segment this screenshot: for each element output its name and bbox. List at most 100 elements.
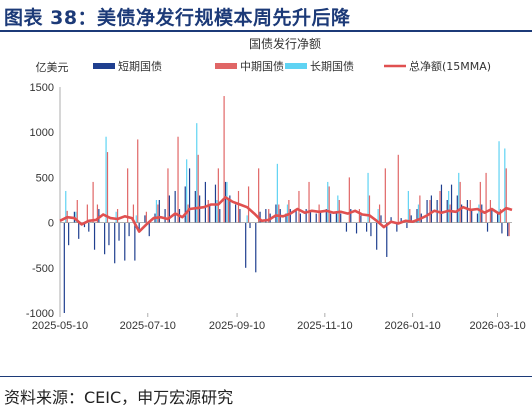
- mid-term-bar: [485, 172, 487, 223]
- long-term-bar: [105, 136, 107, 223]
- short-term-bar: [491, 209, 493, 223]
- mid-term-bar: [92, 181, 94, 223]
- short-term-bar: [188, 168, 191, 223]
- mid-term-bar: [439, 190, 441, 223]
- long-term-bar: [196, 123, 198, 223]
- short-term-bar: [380, 215, 382, 223]
- long-term-bar: [246, 215, 248, 223]
- long-term-bar: [498, 141, 500, 223]
- short-term-bar: [330, 213, 332, 223]
- short-term-bar: [386, 222, 388, 257]
- mid-term-bar: [278, 204, 280, 223]
- short-term-bar: [219, 209, 221, 223]
- short-term-bar: [370, 222, 372, 237]
- short-term-bar: [335, 211, 337, 223]
- mid-term-bar: [96, 204, 99, 223]
- long-term-bar: [377, 209, 379, 223]
- short-term-bar: [265, 209, 267, 223]
- net-issuance-chart: 国债发行净额 亿美元 短期国债 中期国债 长期国债 总净额(15MMA) -1000-…: [26, 36, 526, 332]
- short-term-bar: [285, 213, 287, 223]
- short-term-bar: [340, 213, 342, 223]
- legend-label: 中期国债: [240, 59, 284, 73]
- legend-swatch-long-term: [285, 63, 307, 69]
- short-term-bar: [144, 215, 146, 223]
- y-axis: -1000 -500 0 500 1000 1500: [26, 82, 54, 320]
- short-term-bar: [481, 204, 483, 223]
- short-term-bar: [366, 222, 368, 232]
- long-term-bar: [327, 181, 329, 223]
- short-term-bar: [406, 222, 408, 229]
- x-axis: 2025-05-10 2025-07-10 2025-09-10 2025-11-10…: [32, 313, 526, 332]
- short-term-bar: [497, 213, 499, 223]
- mid-term-bar: [328, 186, 330, 223]
- long-term-bar: [458, 172, 460, 223]
- long-term-bar: [367, 172, 369, 223]
- long-term-bar: [478, 204, 480, 223]
- short-term-bar: [430, 195, 432, 223]
- mid-term-bar: [358, 209, 361, 223]
- short-term-bar: [98, 209, 100, 223]
- mid-term-bar: [479, 181, 481, 223]
- mid-term-bar: [76, 200, 78, 223]
- long-term-bar: [276, 163, 278, 223]
- title-rule: [0, 30, 532, 32]
- long-term-bar: [504, 148, 506, 223]
- legend-label: 总净额(15MMA): [409, 59, 491, 73]
- short-term-bar: [124, 222, 126, 261]
- mid-term-bar: [499, 209, 502, 223]
- mid-term-bar: [207, 200, 209, 223]
- mid-term-bar: [419, 195, 421, 223]
- x-tick-label: 2025-09-10: [209, 320, 265, 332]
- y-axis-label: 亿美元: [36, 61, 69, 74]
- chart-title: 国债发行净额: [249, 36, 321, 51]
- short-term-bar: [164, 209, 166, 223]
- mid-term-bar: [409, 209, 411, 223]
- short-term-bar: [410, 215, 412, 223]
- mid-term-bar: [247, 186, 250, 223]
- short-term-bar: [224, 181, 227, 223]
- short-term-bar: [83, 222, 86, 228]
- bars: [63, 96, 510, 313]
- short-term-bar: [93, 222, 96, 250]
- mid-term-bar: [368, 195, 371, 223]
- mid-term-bar: [145, 211, 147, 223]
- short-term-bar: [345, 222, 348, 232]
- short-term-bar: [476, 213, 479, 223]
- short-term-bar: [360, 215, 362, 223]
- mid-term-bar: [384, 168, 386, 223]
- short-term-bar: [466, 200, 468, 223]
- mid-term-bar: [157, 204, 159, 223]
- short-term-bar: [63, 222, 65, 313]
- short-term-bar: [461, 204, 463, 223]
- short-term-bar: [239, 209, 241, 223]
- short-term-bar: [315, 213, 317, 223]
- short-term-bar: [245, 222, 247, 268]
- short-term-bar: [204, 181, 206, 223]
- mid-term-bar: [298, 190, 300, 223]
- short-term-bar: [390, 217, 392, 223]
- short-term-bar: [174, 190, 176, 223]
- mid-term-bar: [197, 154, 199, 223]
- mid-term-bar: [318, 204, 320, 223]
- long-term-bar: [407, 190, 409, 223]
- short-term-bar: [108, 222, 110, 246]
- long-term-bar: [155, 200, 158, 223]
- short-term-bar: [114, 222, 116, 264]
- mid-term-bar: [397, 154, 399, 223]
- long-term-bar: [75, 211, 77, 223]
- mid-term-bar: [116, 209, 119, 223]
- short-term-bar: [440, 184, 443, 223]
- mid-term-bar: [505, 168, 507, 223]
- short-term-bar: [118, 222, 120, 241]
- short-term-bar: [194, 190, 196, 223]
- short-term-bar: [209, 204, 211, 223]
- short-term-bar: [507, 222, 509, 237]
- long-term-bar: [115, 211, 117, 223]
- y-tick-label: -1000: [26, 308, 54, 320]
- long-term-bar: [216, 200, 218, 223]
- mid-term-bar: [132, 204, 135, 223]
- short-term-bar: [289, 209, 291, 223]
- mid-term-bar: [217, 168, 219, 223]
- mid-term-bar: [106, 152, 109, 223]
- short-term-bar: [275, 204, 277, 223]
